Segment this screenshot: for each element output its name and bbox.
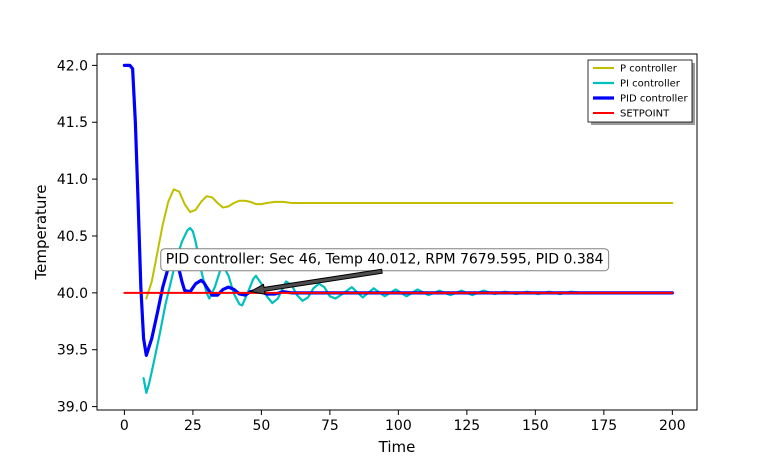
x-tick-label: 75 (321, 418, 339, 434)
x-tick-label: 100 (385, 418, 412, 434)
y-tick-label: 42.0 (57, 58, 88, 74)
legend-box (587, 59, 693, 123)
x-tick-label: 0 (120, 418, 129, 434)
x-tick-label: 200 (659, 418, 686, 434)
legend: P controller PI controller PID controller S… (587, 59, 695, 125)
y-tick-label: 39.5 (57, 343, 88, 359)
x-tick-label: 150 (522, 418, 549, 434)
series-layer (122, 63, 674, 395)
y-tick-label: 39.0 (57, 400, 88, 416)
x-tick-label: 25 (184, 418, 202, 434)
annotation-text: PID controller: Sec 46, Temp 40.012, RPM… (166, 252, 604, 268)
legend-label-setpoint: SETPOINT (620, 109, 670, 120)
y-axis-label: Temperature (32, 184, 50, 280)
annotation-arrow (248, 268, 383, 295)
axes-layer: 0 25 50 75 100 125 150 175 200 39.0 39.5 40.0 40.5 41… (32, 53, 698, 456)
legend-label-pi-controller: PI controller (620, 79, 681, 90)
series-line-p-controller (145, 188, 674, 300)
x-axis-label: Time (378, 438, 416, 456)
x-tick-label: 50 (252, 418, 270, 434)
y-tick-label: 41.5 (57, 115, 88, 131)
annotation: PID controller: Sec 46, Temp 40.012, RPM… (160, 248, 610, 295)
y-tick-label: 40.0 (57, 286, 88, 302)
plot-frame (96, 53, 698, 411)
legend-label-p-controller: P controller (620, 64, 678, 75)
x-tick-label: 175 (590, 418, 617, 434)
x-tick-label: 125 (453, 418, 480, 434)
legend-label-pid-controller: PID controller (620, 94, 688, 105)
annotation-box (160, 248, 610, 272)
y-tick-label: 40.5 (57, 229, 88, 245)
y-tick-label: 41.0 (57, 172, 88, 188)
